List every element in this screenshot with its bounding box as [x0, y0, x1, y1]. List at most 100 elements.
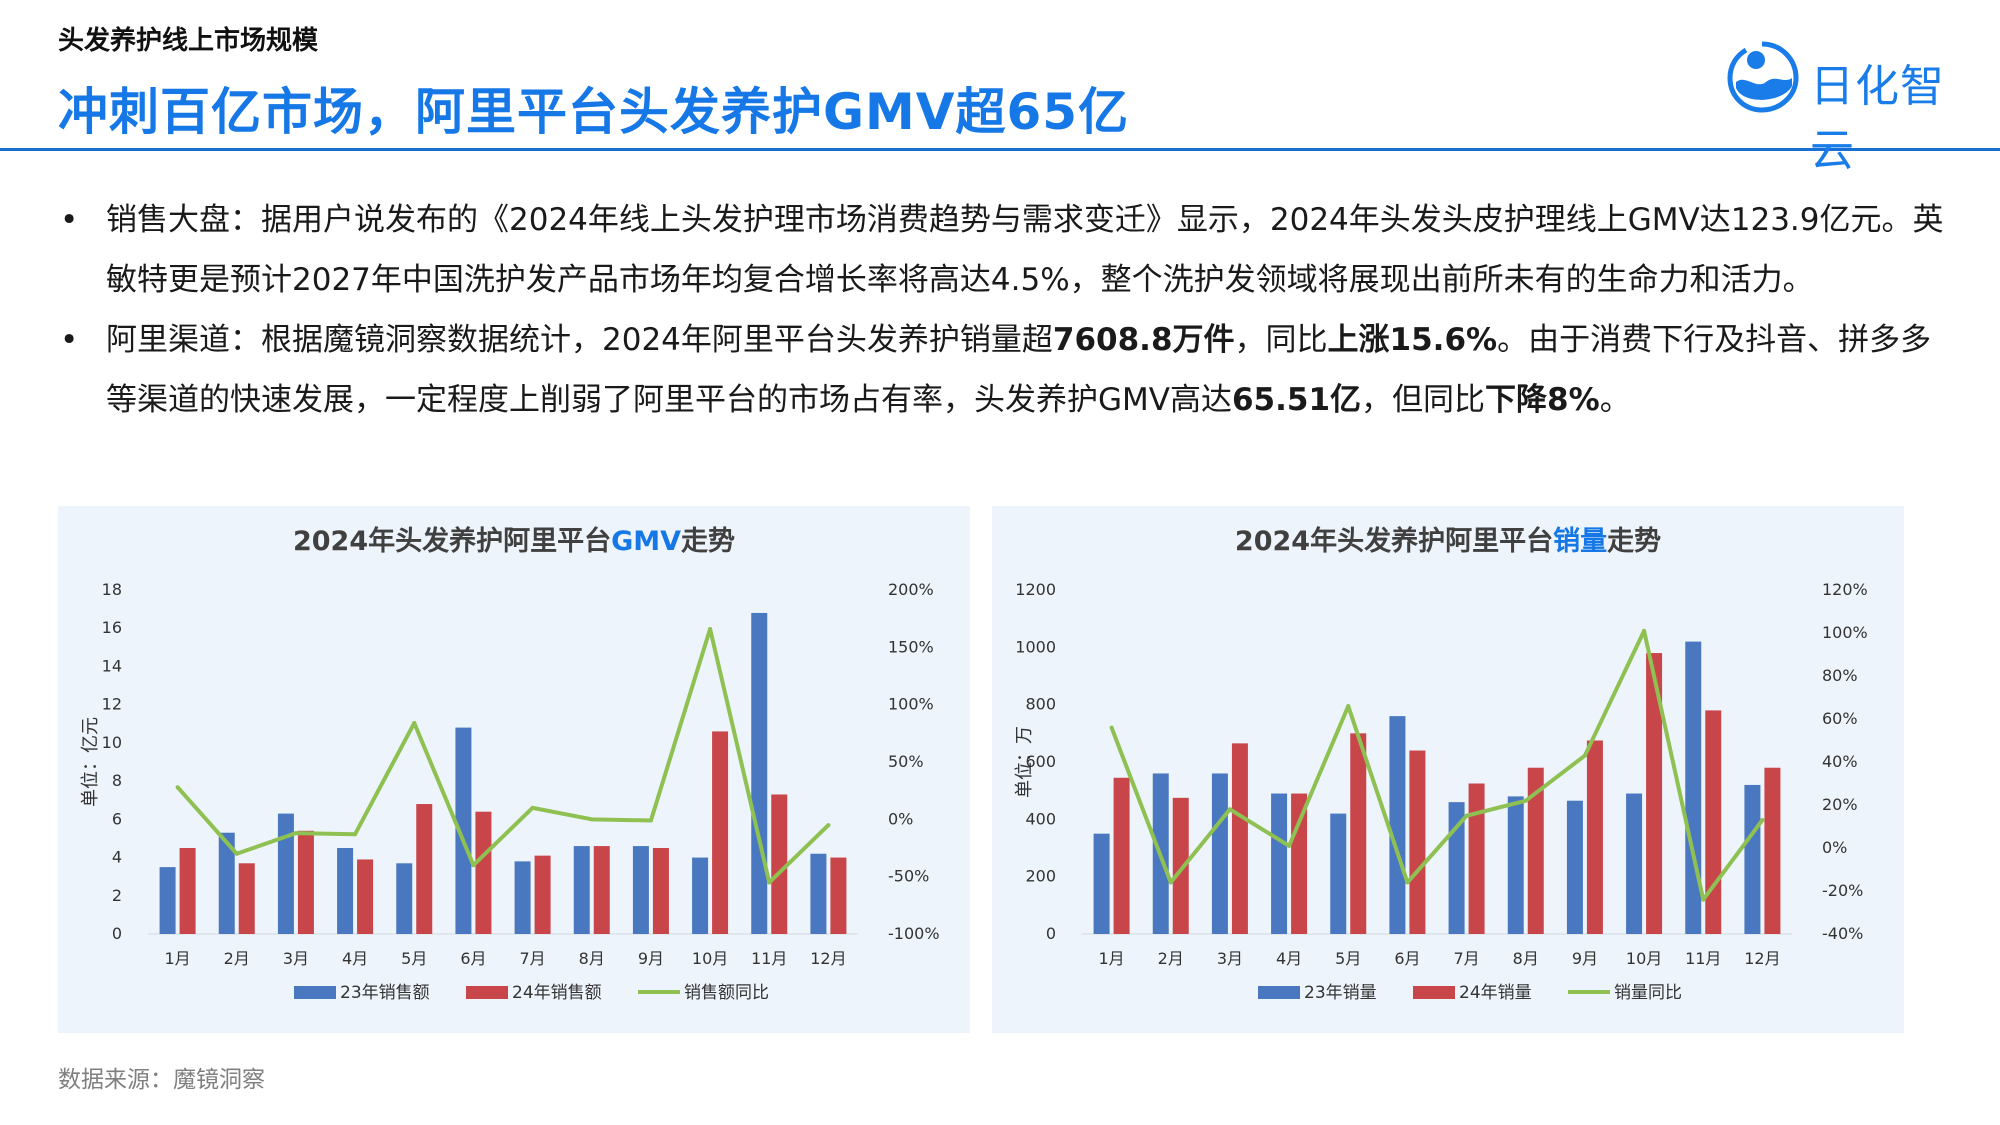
y2-axis-tick: 0% — [1822, 838, 1847, 857]
bar-2024 — [1113, 777, 1130, 934]
bullet-item: • 销售大盘：据用户说发布的《2024年线上头发护理市场消费趋势与需求变迁》显示，… — [58, 190, 1948, 310]
bar-2024 — [1586, 740, 1603, 934]
bar-2024 — [238, 863, 255, 934]
bar-2023 — [1685, 641, 1702, 934]
bar-2023 — [1566, 800, 1583, 934]
yoy-point — [293, 831, 298, 836]
y2-axis-tick: 0% — [888, 809, 913, 828]
yoy-point — [648, 818, 653, 823]
bar-2023 — [1389, 716, 1406, 934]
y-axis-tick: 800 — [1025, 695, 1056, 714]
bullet-text: ，同比 — [1234, 322, 1328, 358]
bar-2024 — [416, 804, 433, 934]
yoy-line — [1109, 628, 1765, 902]
x-axis-tick: 4月 — [1276, 949, 1302, 968]
bar-2024 — [1468, 783, 1485, 934]
bar-2023 — [751, 612, 768, 934]
bullet-highlight: 7608.8万件 — [1052, 322, 1235, 358]
x-axis-tick: 3月 — [1217, 949, 1243, 968]
legend-label: 销量同比 — [1614, 983, 1682, 1003]
yoy-point — [234, 851, 239, 856]
x-axis-tick: 8月 — [579, 949, 605, 968]
legend-label: 24年销量 — [1459, 983, 1532, 1003]
y2-axis-tick: 120% — [1822, 580, 1868, 599]
y-axis-tick: 12 — [102, 695, 122, 714]
bullet-text: 。 — [1599, 382, 1631, 418]
yoy-point — [1582, 753, 1587, 758]
bar-2023 — [1448, 802, 1465, 934]
bullet-list: • 销售大盘：据用户说发布的《2024年线上头发护理市场消费趋势与需求变迁》显示，… — [58, 190, 1948, 430]
bar-2023 — [218, 832, 235, 934]
bar-2023 — [1744, 784, 1761, 934]
y2-axis-tick: 20% — [1822, 795, 1858, 814]
x-axis-tick: 5月 — [1335, 949, 1361, 968]
legend-swatch — [1258, 986, 1300, 999]
bullet-marker: • — [60, 322, 79, 358]
bar-2024 — [179, 848, 196, 934]
gmv-chart-panel: 2024年头发养护阿里平台GMV走势 0 2 4 6 8 10 12 14 16 18 -100% -5… — [58, 506, 970, 1033]
yoy-point — [1168, 880, 1173, 885]
bar-2024 — [593, 846, 610, 934]
bar-2024 — [1646, 653, 1663, 934]
bar-2023 — [1211, 773, 1228, 934]
x-axis-tick: 6月 — [1394, 949, 1420, 968]
yoy-line — [176, 626, 830, 885]
legend-swatch — [294, 986, 336, 999]
chart-title-highlight: GMV — [611, 526, 681, 557]
chart-title: 2024年头发养护阿里平台GMV走势 — [293, 525, 735, 557]
chart-title-text: 2024年头发养护阿里平台 — [293, 525, 611, 557]
y-axis-tick: 1000 — [1015, 637, 1056, 656]
bullet-text: 销售大盘：据用户说发布的《2024年线上头发护理市场消费趋势与需求变迁》显示，2… — [106, 202, 1944, 298]
bar-2024 — [357, 859, 374, 934]
y-axis-tick: 600 — [1025, 752, 1056, 771]
bullet-text: 阿里渠道：根据魔镜洞察数据统计，2024年阿里平台头发养护销量超 — [106, 322, 1053, 358]
x-axis-tick: 1月 — [1098, 949, 1124, 968]
bar-2024 — [1705, 710, 1722, 934]
y-axis-tick: 16 — [102, 618, 122, 637]
bullet-highlight: 下降8% — [1485, 382, 1600, 418]
yoy-point — [1642, 628, 1647, 633]
y2-axis-tick: 60% — [1822, 709, 1858, 728]
yoy-point — [708, 626, 713, 631]
x-axis-tick: 2月 — [1158, 949, 1184, 968]
y-axis-tick: 4 — [112, 848, 122, 867]
bullet-item: • 阿里渠道：根据魔镜洞察数据统计，2024年阿里平台头发养护销量超7608.8万… — [58, 310, 1948, 430]
y-axis-tick: 14 — [102, 656, 122, 675]
bar-2023 — [159, 867, 176, 934]
brand-logo-text: 日化智云 — [1810, 61, 1945, 176]
legend-label: 销售额同比 — [684, 983, 769, 1003]
y2-axis-tick: 200% — [888, 580, 934, 599]
legend-swatch — [1413, 986, 1455, 999]
bar-2024 — [1350, 733, 1367, 934]
x-axis-tick: 12月 — [1744, 949, 1780, 968]
bar-2024 — [1409, 750, 1426, 934]
x-axis-tick: 3月 — [283, 949, 309, 968]
y-axis-unit-label: 单位：万 — [1014, 726, 1035, 798]
x-axis-tick: 11月 — [751, 949, 787, 968]
bar-2023 — [277, 813, 294, 934]
legend-swatch — [466, 986, 508, 999]
y2-axis-tick: 50% — [888, 752, 924, 771]
legend-label: 24年销售额 — [512, 983, 602, 1003]
chart-title: 2024年头发养护阿里平台销量走势 — [1235, 525, 1661, 557]
yoy-point — [1227, 807, 1232, 812]
chart-title-text: 2024年头发养护阿里平台 — [1235, 525, 1553, 557]
yoy-point — [471, 863, 476, 868]
bar-2024 — [830, 857, 847, 934]
gmv-trend-chart: 2024年头发养护阿里平台GMV走势 0 2 4 6 8 10 12 14 16 18 -100% -5… — [80, 525, 940, 1003]
section-title: 头发养护线上市场规模 — [58, 26, 319, 56]
x-axis-tick: 11月 — [1685, 949, 1721, 968]
yoy-point — [530, 805, 535, 810]
bar-2023 — [1626, 793, 1643, 934]
y2-axis-tick: 100% — [1822, 623, 1868, 642]
yoy-point — [1464, 813, 1469, 818]
yoy-point — [1523, 798, 1528, 803]
x-axis-tick: 6月 — [460, 949, 486, 968]
yoy-point — [1405, 880, 1410, 885]
bullet-highlight: 上涨15.6% — [1327, 322, 1498, 358]
yoy-point — [826, 823, 831, 828]
bar-2023 — [1330, 813, 1347, 934]
y-axis-unit-label: 单位：亿元 — [80, 717, 101, 807]
x-axis-tick: 8月 — [1513, 949, 1539, 968]
x-axis-tick: 10月 — [1626, 949, 1662, 968]
